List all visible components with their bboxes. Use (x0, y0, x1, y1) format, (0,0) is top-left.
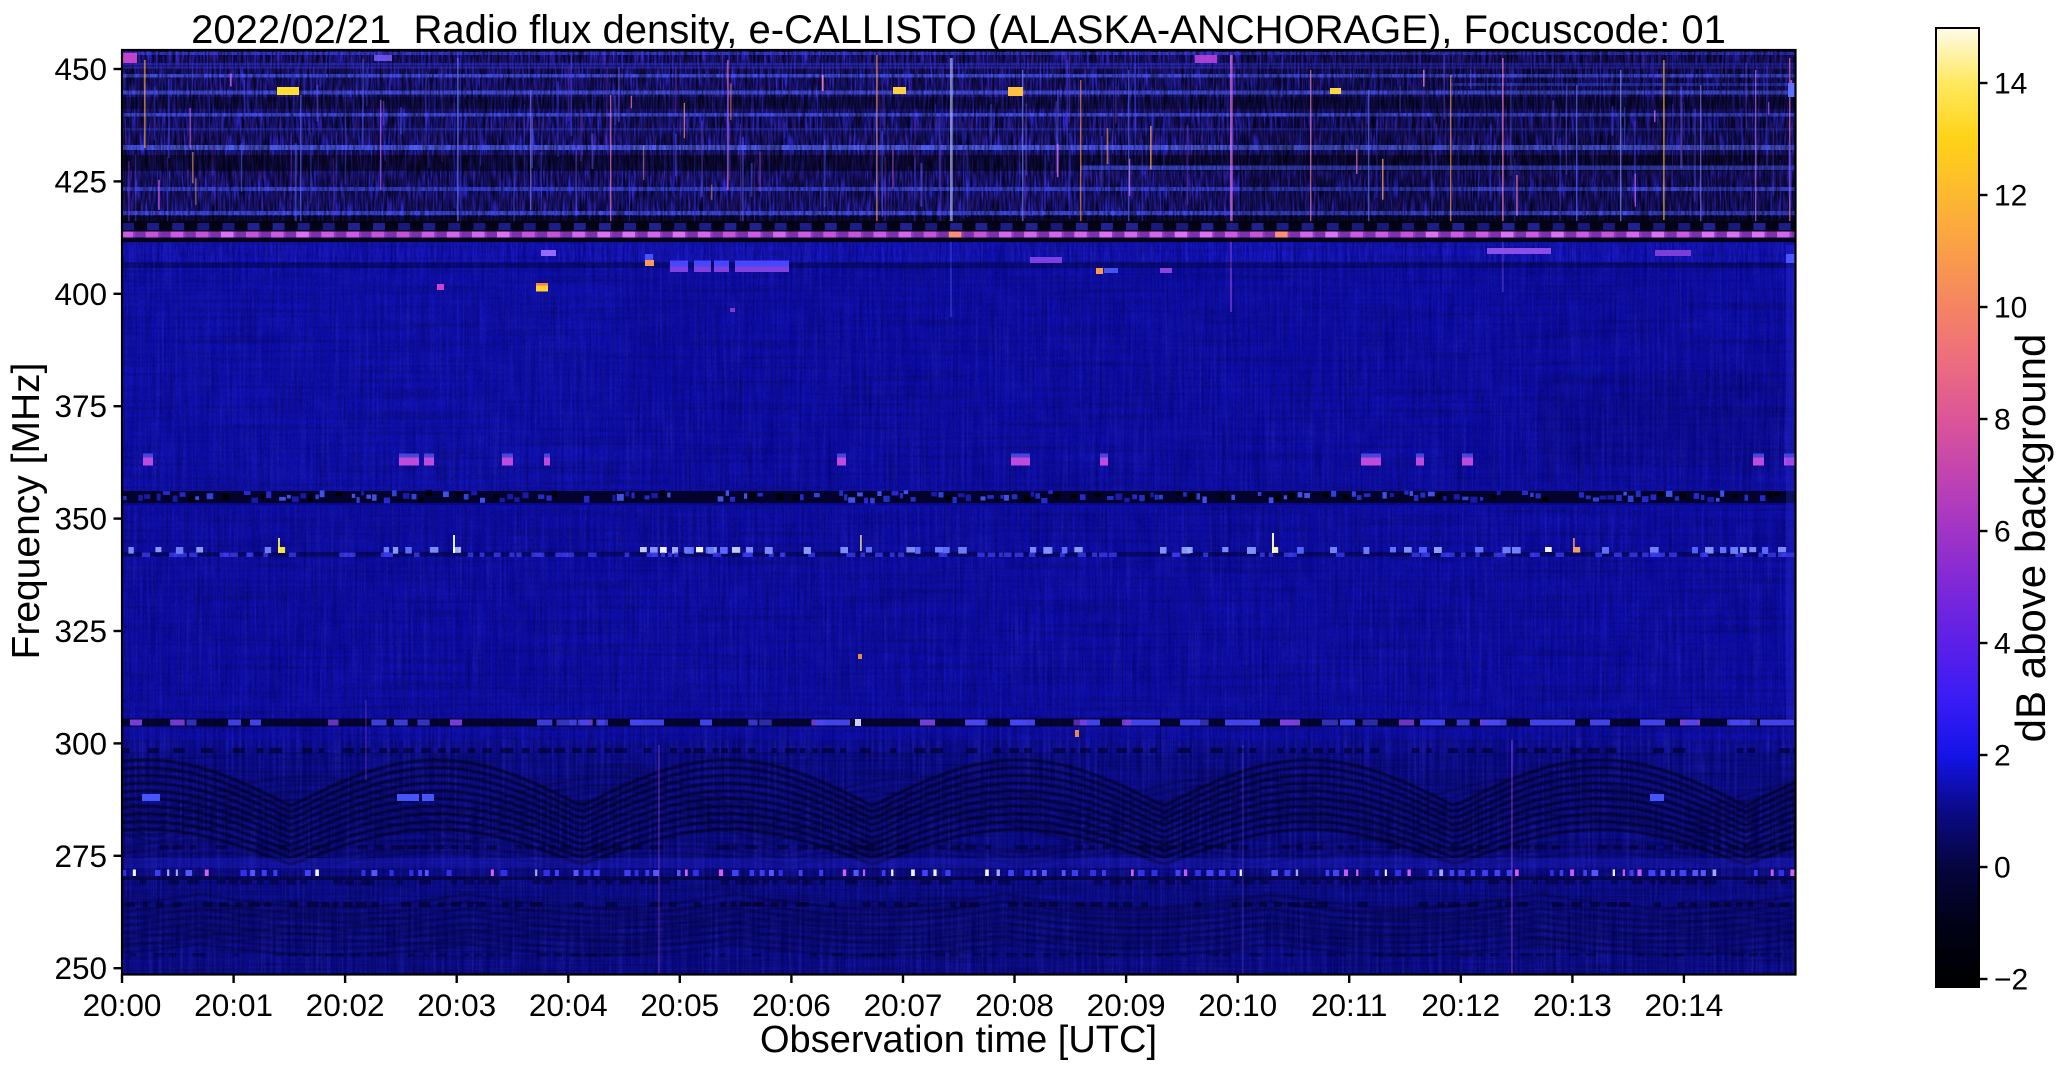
svg-text:275: 275 (54, 838, 107, 874)
svg-text:20:04: 20:04 (529, 987, 608, 1023)
svg-text:400: 400 (54, 276, 107, 312)
svg-text:350: 350 (54, 501, 107, 537)
svg-text:325: 325 (54, 613, 107, 649)
svg-text:6: 6 (1994, 516, 2011, 549)
svg-text:20:13: 20:13 (1533, 987, 1612, 1023)
svg-text:375: 375 (54, 388, 107, 424)
svg-text:20:14: 20:14 (1644, 987, 1723, 1023)
svg-text:20:09: 20:09 (1087, 987, 1166, 1023)
svg-text:425: 425 (54, 163, 107, 199)
svg-text:20:01: 20:01 (194, 987, 273, 1023)
svg-text:−2: −2 (1994, 964, 2028, 997)
svg-text:300: 300 (54, 725, 107, 761)
svg-text:10: 10 (1994, 292, 2027, 325)
svg-text:20:11: 20:11 (1311, 987, 1388, 1023)
svg-text:250: 250 (54, 950, 107, 986)
svg-text:450: 450 (54, 51, 107, 87)
svg-text:dB above background: dB above background (2007, 334, 2054, 743)
svg-text:2022/02/21 Radio flux density: 2022/02/21 Radio flux density, e-CALLIST… (191, 8, 1726, 52)
svg-text:8: 8 (1994, 404, 2011, 437)
svg-text:20:07: 20:07 (864, 987, 943, 1023)
svg-text:20:02: 20:02 (306, 987, 385, 1023)
svg-text:4: 4 (1994, 628, 2011, 661)
svg-text:2: 2 (1994, 740, 2011, 773)
svg-text:20:12: 20:12 (1421, 987, 1500, 1023)
svg-text:Frequency [MHz]: Frequency [MHz] (5, 363, 48, 660)
svg-text:20:06: 20:06 (752, 987, 831, 1023)
svg-text:20:10: 20:10 (1198, 987, 1277, 1023)
svg-text:20:05: 20:05 (640, 987, 719, 1023)
svg-text:Observation time [UTC]: Observation time [UTC] (760, 1019, 1157, 1061)
svg-text:14: 14 (1994, 68, 2027, 101)
svg-text:20:03: 20:03 (417, 987, 496, 1023)
svg-text:20:00: 20:00 (83, 987, 162, 1023)
svg-text:0: 0 (1994, 852, 2011, 885)
svg-text:20:08: 20:08 (975, 987, 1054, 1023)
svg-text:12: 12 (1994, 180, 2027, 213)
